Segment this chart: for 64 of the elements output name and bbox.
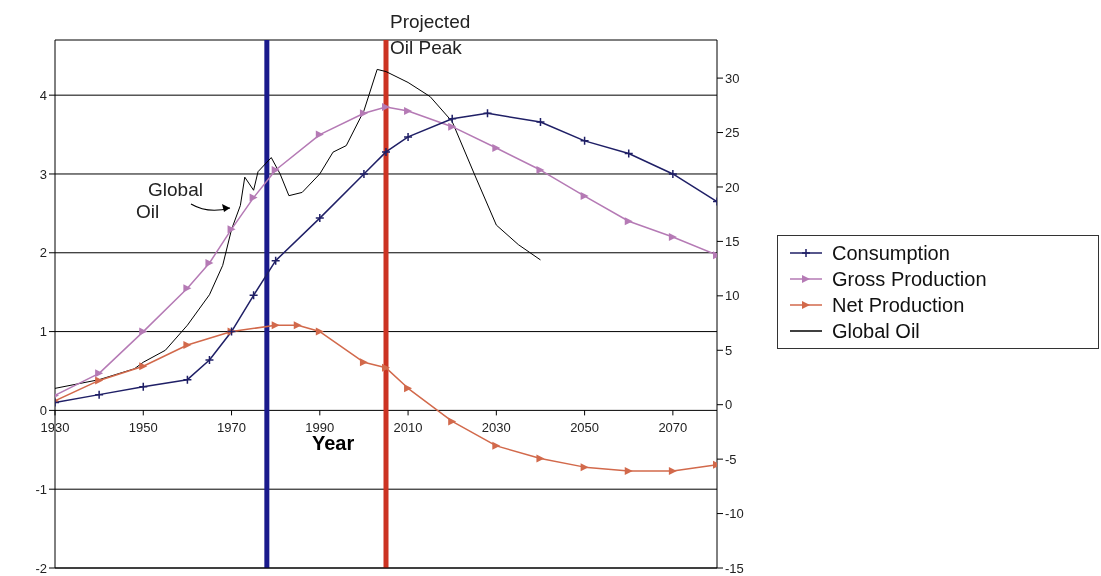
point: [139, 362, 148, 371]
point: [183, 340, 192, 349]
point: [139, 327, 148, 336]
legend-label: Gross Production: [832, 267, 987, 292]
y2-tick-label: 10: [725, 288, 740, 304]
y-tick-label: 0: [39, 403, 47, 418]
point: [205, 259, 214, 268]
point: [403, 132, 413, 142]
point: [381, 147, 391, 157]
point: [315, 213, 325, 223]
point: [668, 467, 677, 476]
y2-tick-label: 20: [725, 179, 740, 195]
y2-tick-label: -15: [725, 560, 744, 576]
y2-tick-label: 25: [725, 125, 740, 141]
y2-tick-label: 0: [725, 397, 733, 413]
point: [536, 454, 545, 463]
annotation: Global Oil: [136, 179, 203, 222]
y-tick-label: 3: [39, 166, 47, 182]
x-tick-label: 2070: [658, 420, 688, 436]
point: [359, 169, 369, 179]
point: [492, 441, 501, 450]
y2-tick-label: -10: [725, 506, 744, 522]
y-tick-label: -1: [35, 481, 47, 497]
y-tick-label: -2: [35, 560, 47, 576]
x-tick-label: 1950: [128, 420, 158, 436]
point: [448, 122, 457, 131]
point: [315, 327, 324, 336]
y-tick-label: 2: [39, 245, 47, 261]
y2-tick-label: 15: [725, 234, 740, 250]
ref-line-label: Projected Oil Peak: [390, 11, 471, 58]
point: [382, 102, 390, 111]
point: [315, 130, 324, 139]
y-tick-label: 4: [39, 87, 47, 103]
point: [359, 358, 368, 367]
x-tick-label: 1970: [217, 420, 246, 436]
point: [448, 417, 457, 426]
point: [95, 376, 104, 385]
point: [95, 369, 104, 378]
x-tick-label: 2030: [481, 420, 511, 436]
legend-label: Consumption: [832, 241, 950, 266]
point: [535, 117, 546, 127]
point: [447, 114, 457, 124]
y2-tick-label: 30: [725, 70, 740, 86]
x-tick-label: 2010: [393, 420, 423, 436]
point: [580, 192, 589, 201]
y2-tick-label: -5: [725, 451, 737, 467]
point: [271, 166, 280, 175]
point: [204, 355, 215, 365]
point: [404, 106, 413, 115]
point: [536, 166, 545, 175]
point: [579, 136, 590, 146]
y-tick-label: 1: [39, 324, 47, 340]
legend-label: Global Oil: [832, 319, 920, 344]
legend-label: Net Production: [832, 293, 965, 318]
point: [382, 363, 390, 372]
point: [624, 467, 633, 476]
point: [668, 169, 678, 179]
y2-tick-label: 5: [725, 342, 733, 358]
x-tick-label: 2050: [570, 420, 600, 436]
point: [183, 284, 192, 293]
point: [404, 384, 413, 393]
point: [668, 233, 677, 242]
point: [94, 389, 104, 400]
point: [492, 143, 501, 152]
